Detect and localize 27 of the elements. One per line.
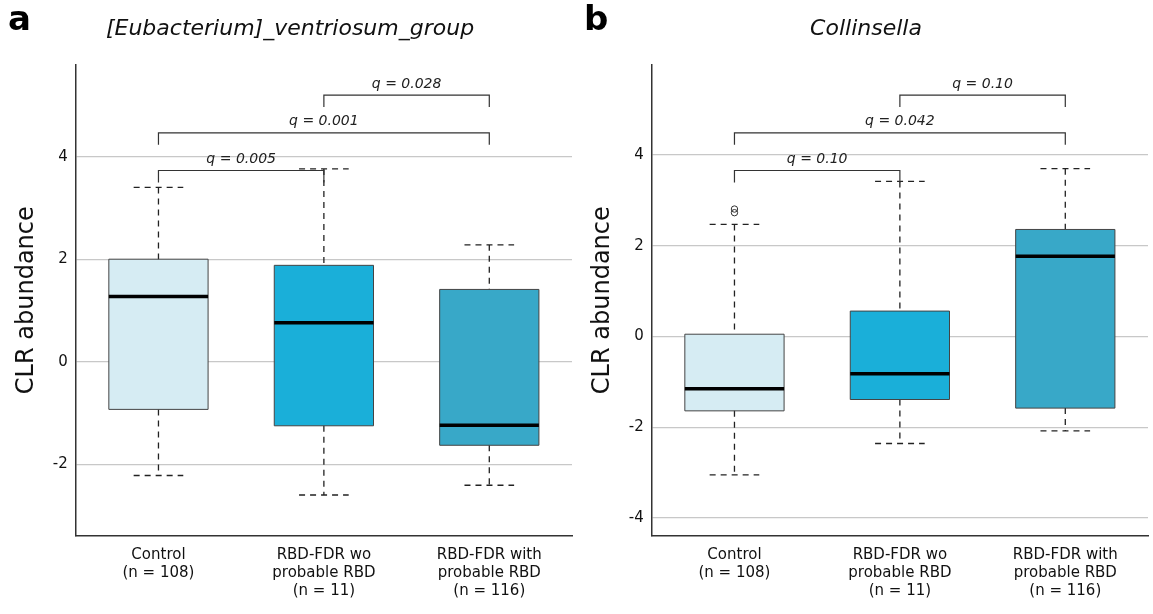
y-tick-label: -4 — [628, 507, 644, 526]
y-tick-label: 4 — [58, 146, 68, 165]
annotation: q = 0.10 — [952, 74, 1014, 91]
x-tick-label: RBD-FDR with probable RBD (n = 116) — [1012, 544, 1118, 599]
y-tick-label: -2 — [52, 454, 68, 473]
annotation: q = 0.005 — [206, 150, 277, 167]
annotation: q = 0.10 — [786, 150, 848, 167]
y-tick-label: 2 — [634, 235, 644, 254]
y-tick-label: 0 — [58, 351, 68, 370]
y-tick-label: 4 — [634, 144, 644, 163]
text: a — [8, 0, 31, 38]
annotation: q = 0.028 — [371, 74, 442, 91]
chart-title: Collinsella — [810, 14, 922, 40]
text: b — [584, 0, 609, 38]
y-tick-label: 0 — [634, 326, 644, 345]
y-tick-label: 2 — [58, 249, 68, 268]
y-tick-label: -2 — [628, 417, 644, 436]
annotation: q = 0.001 — [289, 112, 359, 129]
x-tick-label: RBD-FDR with probable RBD (n = 116) — [436, 544, 542, 599]
annotation: q = 0.042 — [865, 112, 935, 129]
x-tick-label: Control (n = 108) — [122, 544, 195, 581]
x-tick-label: RBD-FDR wo probable RBD (n = 11) — [848, 544, 952, 599]
y-axis-title: CLR abundance — [10, 206, 39, 395]
x-tick-label: RBD-FDR wo probable RBD (n = 11) — [272, 544, 376, 599]
y-axis-title: CLR abundance — [586, 206, 615, 395]
chart-title: [Eubacterium]_ventriosum_group — [105, 14, 475, 41]
x-tick-label: Control (n = 108) — [698, 544, 771, 581]
